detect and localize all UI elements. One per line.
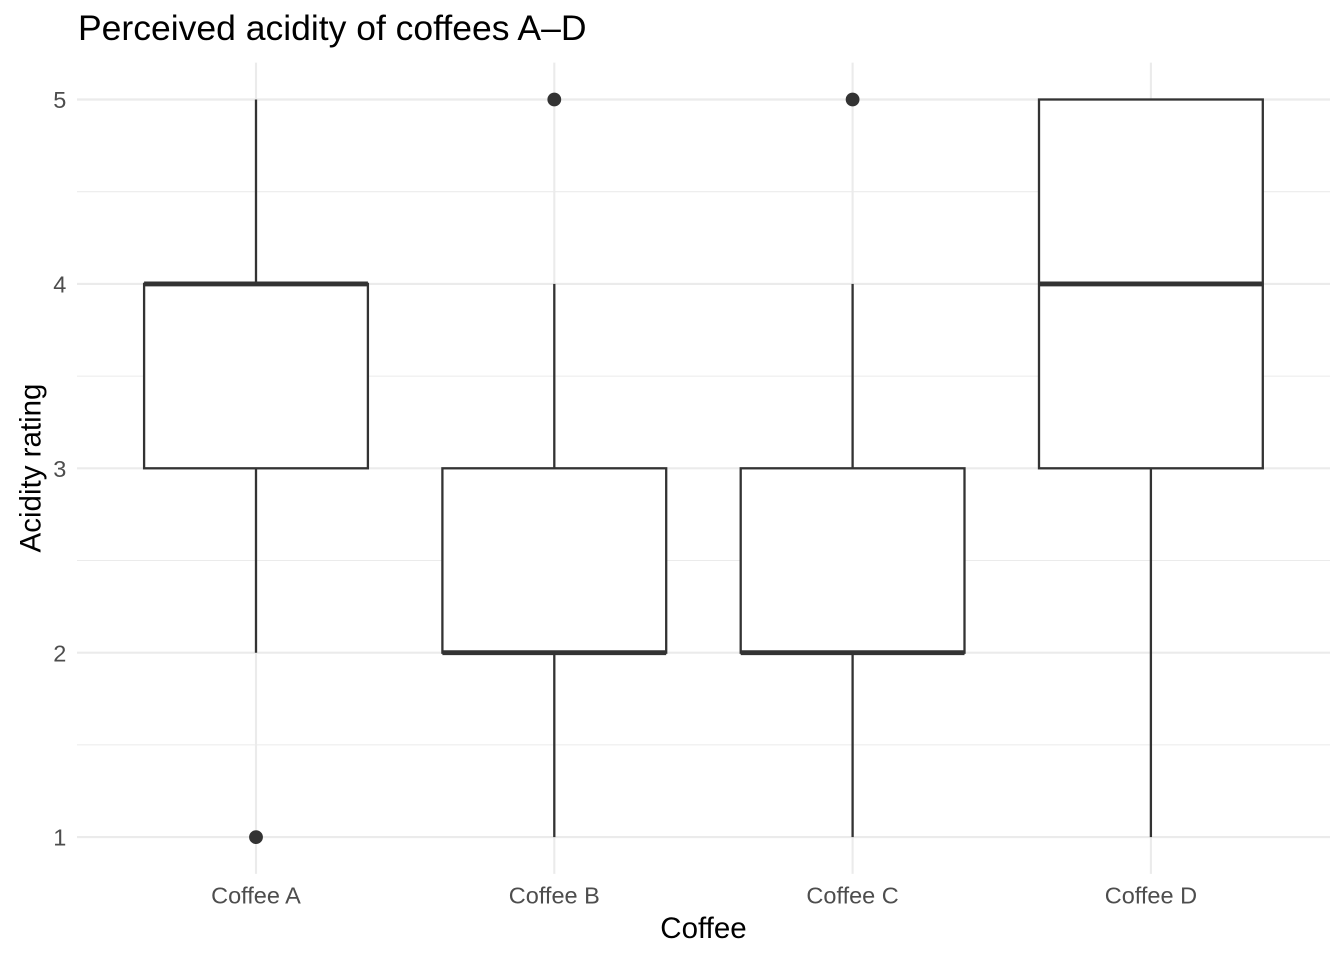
svg-text:Coffee A: Coffee A bbox=[211, 883, 301, 909]
svg-text:Coffee B: Coffee B bbox=[509, 883, 600, 909]
svg-text:4: 4 bbox=[53, 272, 66, 298]
svg-text:3: 3 bbox=[53, 456, 66, 482]
svg-text:2: 2 bbox=[53, 640, 66, 666]
svg-text:Perceived acidity of coffees A: Perceived acidity of coffees A–D bbox=[78, 8, 586, 48]
svg-text:Acidity rating: Acidity rating bbox=[15, 384, 48, 553]
svg-text:5: 5 bbox=[53, 87, 66, 113]
svg-text:1: 1 bbox=[53, 825, 66, 851]
svg-text:Coffee: Coffee bbox=[660, 912, 746, 945]
svg-text:Coffee D: Coffee D bbox=[1105, 883, 1197, 909]
svg-text:Coffee C: Coffee C bbox=[806, 883, 898, 909]
